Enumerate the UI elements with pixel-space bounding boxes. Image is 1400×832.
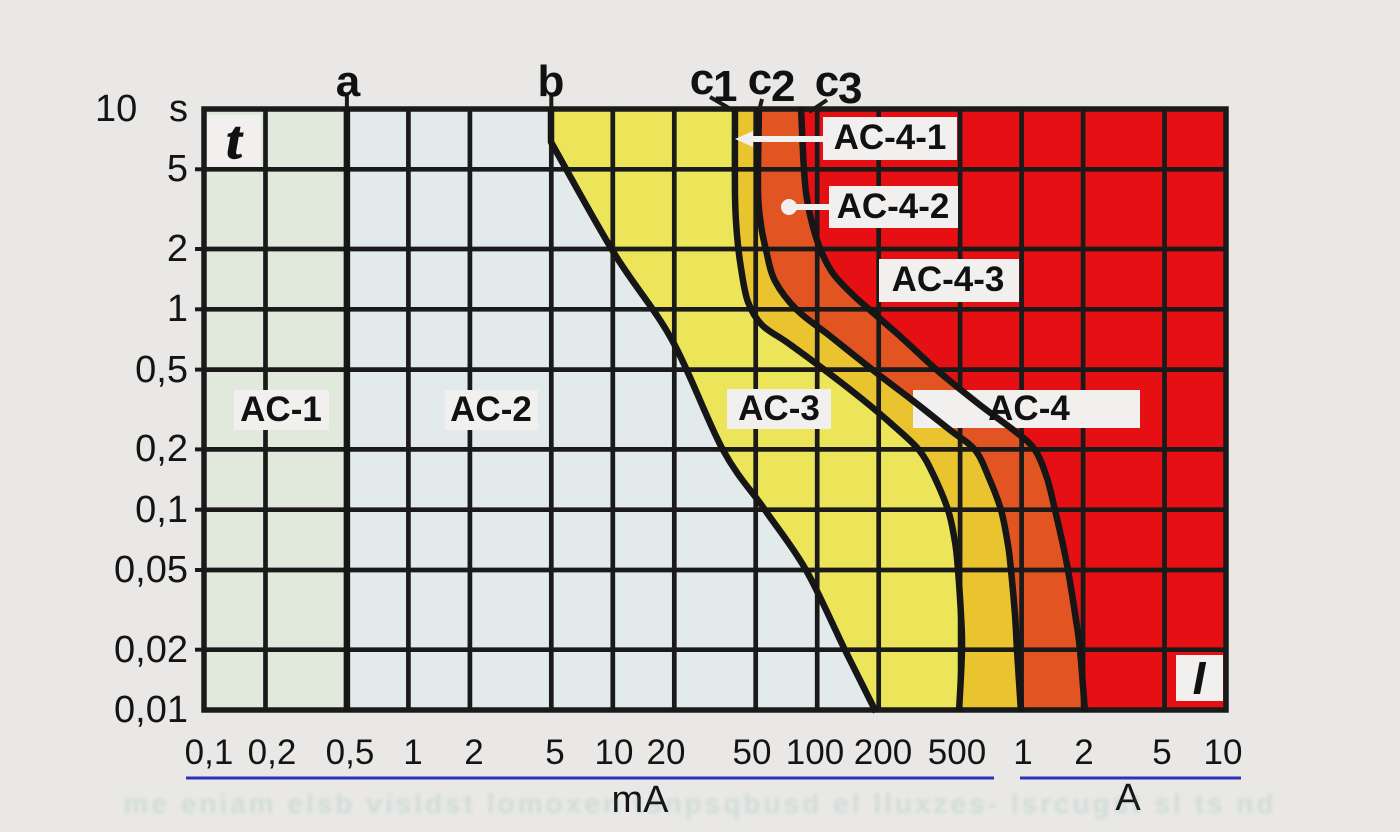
svg-text:0,01: 0,01: [114, 689, 188, 731]
svg-text:c: c: [815, 57, 839, 106]
svg-text:AC-3: AC-3: [738, 389, 820, 428]
svg-text:AC-4-3: AC-4-3: [892, 260, 1005, 299]
svg-text:I: I: [1193, 652, 1207, 704]
svg-text:5: 5: [167, 148, 188, 190]
svg-text:0,1: 0,1: [185, 733, 234, 772]
svg-text:t: t: [226, 110, 243, 170]
svg-text:AC-4: AC-4: [988, 389, 1070, 428]
svg-text:10: 10: [595, 733, 634, 772]
svg-text:0,2: 0,2: [248, 733, 297, 772]
svg-text:AC-4-1: AC-4-1: [834, 118, 947, 157]
svg-text:200: 200: [854, 733, 912, 772]
svg-text:a: a: [336, 57, 361, 106]
svg-text:AC-1: AC-1: [240, 390, 322, 429]
svg-text:2: 2: [464, 733, 483, 772]
svg-text:AC-2: AC-2: [450, 390, 532, 429]
svg-text:10: 10: [1204, 733, 1243, 772]
svg-text:c: c: [748, 55, 772, 104]
svg-text:1: 1: [167, 288, 188, 330]
svg-text:b: b: [538, 57, 565, 106]
svg-text:1: 1: [1013, 733, 1032, 772]
svg-text:2: 2: [771, 62, 795, 111]
svg-text:0,5: 0,5: [135, 349, 188, 391]
svg-text:5: 5: [545, 733, 564, 772]
svg-text:1: 1: [403, 733, 422, 772]
svg-text:5: 5: [1152, 733, 1171, 772]
svg-text:0,2: 0,2: [135, 428, 188, 470]
svg-text:me eniam elsb visldst lomoxen: me eniam elsb visldst lomoxen tsnpsqbusd…: [124, 788, 1277, 819]
svg-text:A: A: [1115, 777, 1141, 819]
svg-text:c: c: [690, 55, 714, 104]
svg-text:100: 100: [786, 733, 844, 772]
svg-text:10 s: 10 s: [95, 88, 188, 130]
svg-text:2: 2: [167, 228, 188, 270]
svg-text:0,5: 0,5: [326, 733, 375, 772]
svg-text:1: 1: [713, 62, 737, 111]
svg-text:20: 20: [647, 733, 686, 772]
svg-text:500: 500: [928, 733, 986, 772]
svg-text:3: 3: [838, 64, 862, 113]
svg-text:0,05: 0,05: [114, 549, 188, 591]
svg-text:mA: mA: [612, 779, 670, 821]
svg-text:2: 2: [1074, 733, 1093, 772]
svg-text:0,02: 0,02: [114, 629, 188, 671]
svg-text:50: 50: [733, 733, 772, 772]
svg-text:AC-4-2: AC-4-2: [837, 187, 950, 226]
svg-text:0,1: 0,1: [135, 489, 188, 531]
